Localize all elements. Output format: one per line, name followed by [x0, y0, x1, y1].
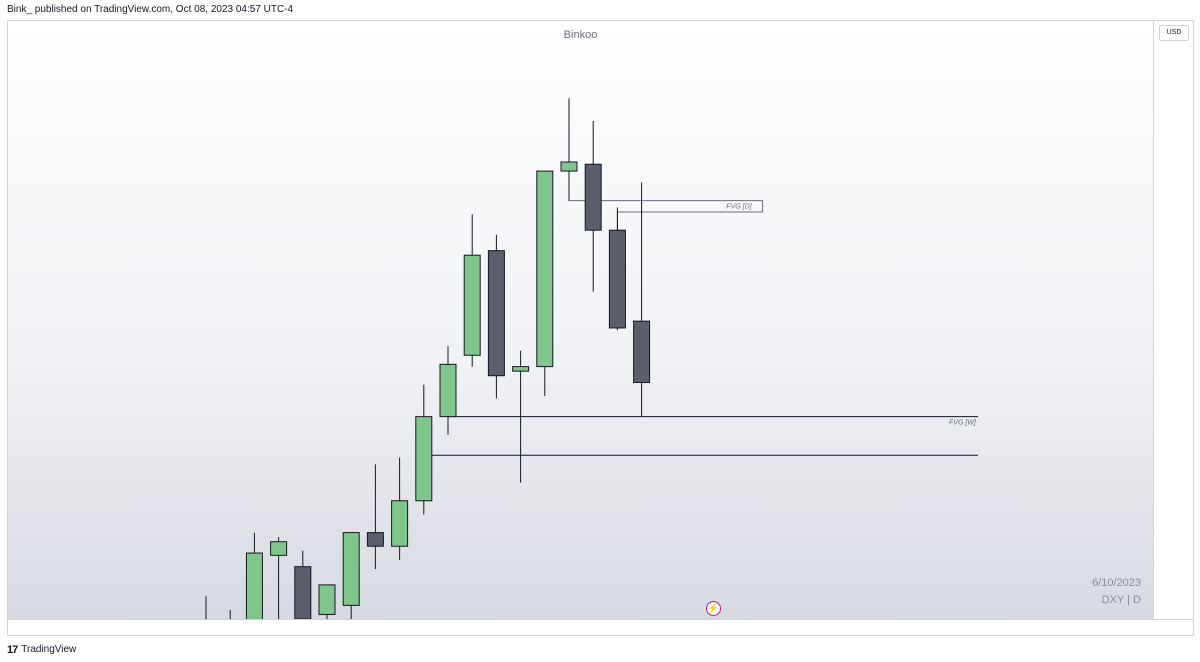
- candle-body: [318, 584, 336, 615]
- candle-body: [415, 416, 433, 502]
- lightning-icon[interactable]: ⚡: [706, 601, 721, 616]
- candle-body: [391, 500, 409, 547]
- watermark-symbol: DXY | D: [1101, 594, 1141, 606]
- candle-body: [463, 254, 481, 356]
- candle-body: [342, 532, 360, 606]
- candle-body: [608, 229, 626, 329]
- candle-body: [584, 163, 602, 231]
- fvg-d-label: FVG [D]: [726, 204, 752, 211]
- time-axis[interactable]: [8, 619, 1193, 635]
- fvg-w-label: FVG [W]: [949, 420, 977, 427]
- candle-body: [487, 250, 505, 377]
- chart-title: Binkoo: [563, 29, 598, 41]
- candle-body: [245, 552, 263, 635]
- candle-body: [294, 566, 312, 620]
- candle-body: [270, 541, 288, 556]
- candle-body: [536, 170, 554, 368]
- candle-body: [366, 532, 384, 547]
- candle-body: [512, 366, 530, 372]
- candle-body: [560, 161, 578, 172]
- tradingview-logo-icon: 17: [7, 644, 18, 656]
- price-axis[interactable]: [1153, 21, 1193, 619]
- footer-brand-name: TradingView: [21, 644, 77, 655]
- chart-pane[interactable]: FVG [D]FVG [W]105.100105.200105.300105.4…: [7, 20, 1194, 636]
- currency-label[interactable]: USD: [1159, 25, 1189, 41]
- footer-brand[interactable]: 17 TradingView: [7, 642, 76, 658]
- watermark-date: 6/10/2023: [1092, 577, 1141, 589]
- publisher-header: Bink_ published on TradingView.com, Oct …: [7, 4, 294, 15]
- candle-body: [439, 363, 457, 418]
- candlestick-chart[interactable]: FVG [D]FVG [W]105.100105.200105.300105.4…: [8, 21, 1193, 635]
- candle-body: [633, 320, 651, 384]
